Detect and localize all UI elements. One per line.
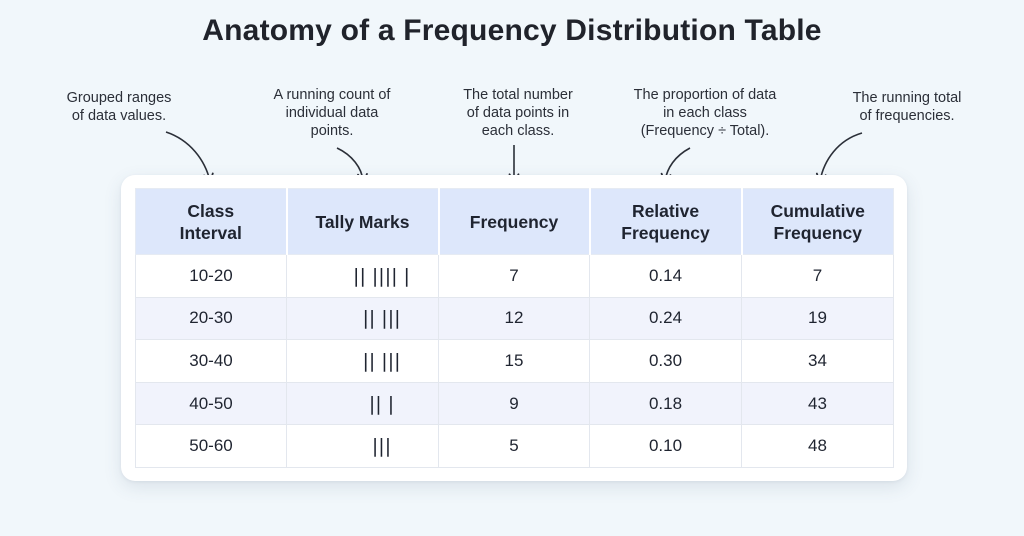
cell-cumulative-frequency: 19 <box>741 296 894 341</box>
cell-frequency: 12 <box>438 296 590 341</box>
header-tally-marks: Tally Marks <box>286 188 440 255</box>
tally-marks: || | <box>368 392 395 415</box>
cell-cumulative-frequency: 7 <box>741 254 894 298</box>
cell-frequency: 15 <box>438 339 590 383</box>
header-cumulative-frequency: Cumulative Frequency <box>741 188 894 255</box>
table-row: 30-40 || ||| 15 0.30 34 <box>135 339 894 383</box>
cell-frequency: 5 <box>438 424 590 468</box>
cell-frequency: 7 <box>438 254 590 298</box>
cell-relative-frequency: 0.18 <box>589 381 742 426</box>
cell-class-interval: 40-50 <box>135 381 287 426</box>
table-row: 10-20 || |||| | 7 0.14 7 <box>135 254 894 298</box>
annotation-relative-frequency: The proportion of data in each class (Fr… <box>633 87 777 139</box>
cell-cumulative-frequency: 34 <box>741 339 894 383</box>
cell-relative-frequency: 0.24 <box>589 296 742 341</box>
cell-class-interval: 30-40 <box>135 339 287 383</box>
cell-frequency: 9 <box>438 381 590 426</box>
page-title: Anatomy of a Frequency Distribution Tabl… <box>202 14 822 47</box>
header-class-interval: Class Interval <box>135 188 288 255</box>
tally-marks: || |||| | <box>353 264 410 287</box>
table-row: 50-60 ||| 5 0.10 48 <box>135 424 894 468</box>
header-frequency: Frequency <box>438 188 591 255</box>
cell-cumulative-frequency: 43 <box>741 381 894 426</box>
table-header-row: Class Interval Tally Marks Frequency Rel… <box>135 188 894 255</box>
annotation-cumulative-frequency: The running total of frequencies. <box>852 90 962 124</box>
table-row: 20-30 || ||| 12 0.24 19 <box>135 296 894 341</box>
header-relative-frequency: Relative Frequency <box>589 188 743 255</box>
annotation-frequency: The total number of data points in each … <box>463 87 573 139</box>
table-row: 40-50 || | 9 0.18 43 <box>135 381 894 426</box>
tally-marks: ||| <box>371 435 392 458</box>
cell-class-interval: 10-20 <box>135 254 287 298</box>
tally-marks: || ||| <box>362 307 401 330</box>
arrow-class-interval <box>165 131 214 183</box>
cell-tally-marks: ||| <box>286 424 439 468</box>
cell-tally-marks: || ||| <box>286 296 439 341</box>
cell-class-interval: 50-60 <box>135 424 287 468</box>
cell-tally-marks: || | <box>286 381 439 426</box>
annotation-tally-marks: A running count of individual data point… <box>273 87 391 139</box>
cell-tally-marks: || ||| <box>286 339 439 383</box>
cell-tally-marks: || |||| | <box>286 254 439 298</box>
frequency-table: Class Interval Tally Marks Frequency Rel… <box>135 188 894 468</box>
arrow-cumulative-frequency <box>815 132 863 183</box>
cell-class-interval: 20-30 <box>135 296 287 341</box>
cell-relative-frequency: 0.30 <box>589 339 742 383</box>
cell-relative-frequency: 0.10 <box>589 424 742 468</box>
annotation-class-interval: Grouped ranges of data values. <box>66 90 172 124</box>
tally-marks: || ||| <box>362 349 401 372</box>
cell-cumulative-frequency: 48 <box>741 424 894 468</box>
cell-relative-frequency: 0.14 <box>589 254 742 298</box>
